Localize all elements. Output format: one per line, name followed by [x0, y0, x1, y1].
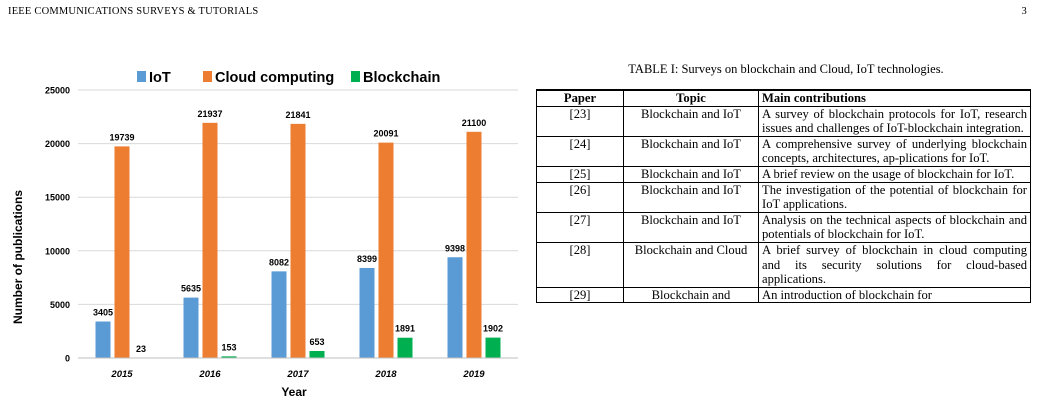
data-label: 1902 [483, 324, 503, 334]
table-row: [26] Blockchain and IoT The investigatio… [536, 181, 1031, 213]
chart-legend: IoT Cloud computing Blockchain [137, 70, 440, 86]
page-number: 3 [1021, 6, 1027, 17]
data-label: 1891 [395, 324, 415, 334]
data-label: 21841 [285, 110, 310, 120]
chart-data-labels: 3405 19739 23 5635 21937 153 8082 21841 653 8399 2… [93, 109, 503, 354]
survey-table: Paper Topic Main contributions [23] Bloc… [536, 88, 1031, 304]
cell-contribution: The investigation of the potential of bl… [758, 181, 1031, 213]
page-header: IEEE COMMUNICATIONS SURVEYS & TUTORIALS … [8, 6, 1033, 20]
bar-blockchain [221, 356, 237, 358]
cell-paper: [29] [536, 286, 624, 304]
bar-iot [271, 271, 287, 358]
cell-contribution: A brief review on the usage of blockchai… [758, 165, 1031, 183]
cell-topic: Blockchain and IoT [623, 165, 759, 183]
cell-paper: [25] [536, 165, 624, 183]
data-label: 19739 [109, 132, 134, 142]
bar-iot [183, 297, 199, 358]
bar-blockchain [309, 350, 325, 358]
header-topic: Topic [623, 88, 759, 107]
data-label: 9398 [445, 243, 465, 253]
data-label: 3405 [93, 307, 113, 317]
legend-label: Blockchain [363, 70, 440, 86]
cell-topic: Blockchain and IoT [623, 211, 759, 243]
cell-topic: Blockchain and [623, 286, 759, 304]
x-tick-label: 2017 [286, 369, 309, 380]
publications-bar-chart: IoT Cloud computing Blockchain 3405 19739 23… [11, 70, 518, 399]
bar-iot [447, 257, 463, 358]
header-paper: Paper [536, 88, 624, 107]
bar-cloud-computing [466, 131, 482, 358]
data-label: 21100 [462, 118, 487, 128]
y-tick-label: 10000 [45, 246, 70, 256]
cell-paper: [24] [536, 135, 624, 167]
cell-paper: [26] [536, 181, 624, 213]
table-row: [23] Blockchain and IoT A survey of bloc… [536, 105, 1031, 137]
legend-swatch-blockchain [351, 71, 360, 82]
table-header-row: Paper Topic Main contributions [536, 88, 1031, 107]
bar-iot [359, 267, 375, 358]
bar-blockchain [485, 337, 501, 358]
data-label: 21937 [197, 109, 222, 119]
table-row: [28] Blockchain and Cloud A brief survey… [536, 241, 1031, 288]
cell-topic: Blockchain and IoT [623, 135, 759, 167]
data-label: 23 [136, 344, 146, 354]
header-main-contributions: Main contributions [758, 88, 1031, 107]
table-caption: TABLE I: Surveys on blockchain and Cloud… [628, 62, 944, 76]
data-label: 8399 [357, 254, 377, 264]
table-row: [29] Blockchain and An introduction of b… [536, 286, 1031, 304]
x-axis-title: Year [281, 385, 307, 399]
chart-bars [95, 122, 501, 359]
cell-paper: [23] [536, 105, 624, 137]
cell-contribution: A brief survey of blockchain in cloud co… [758, 241, 1031, 288]
y-tick-label: 0 [65, 354, 70, 364]
y-tick-label: 20000 [45, 139, 70, 149]
legend-swatch-cloud-computing [203, 71, 212, 82]
x-tick-label: 2019 [462, 369, 485, 380]
cell-topic: Blockchain and IoT [623, 181, 759, 213]
y-tick-label: 25000 [45, 86, 70, 96]
bar-cloud-computing [378, 142, 394, 358]
legend-label: IoT [149, 70, 171, 86]
legend-label: Cloud computing [215, 70, 334, 86]
cell-contribution: Analysis on the technical aspects of blo… [758, 211, 1031, 243]
x-tick-label: 2015 [110, 369, 133, 380]
table-row: [24] Blockchain and IoT A comprehensive … [536, 135, 1031, 167]
bar-cloud-computing [290, 123, 306, 359]
cell-contribution: An introduction of blockchain for [758, 286, 1031, 304]
cell-topic: Blockchain and IoT [623, 105, 759, 137]
bar-cloud-computing [202, 122, 218, 358]
bar-iot [95, 321, 111, 358]
chart-axes: 0 5000 10000 15000 20000 25000 2015 2016 2017 201… [45, 86, 518, 380]
table-row: [25] Blockchain and IoT A brief review o… [536, 165, 1031, 183]
data-label: 5635 [181, 284, 201, 294]
cell-contribution: A comprehensive survey of underlying blo… [758, 135, 1031, 167]
table-row: [27] Blockchain and IoT Analysis on the … [536, 211, 1031, 243]
y-tick-label: 15000 [45, 193, 70, 203]
cell-paper: [28] [536, 241, 624, 288]
data-label: 8082 [269, 257, 289, 267]
data-label: 153 [221, 342, 236, 352]
cell-paper: [27] [536, 211, 624, 243]
y-tick-label: 5000 [50, 300, 70, 310]
cell-contribution: A survey of blockchain protocols for IoT… [758, 105, 1031, 137]
bar-cloud-computing [114, 146, 130, 358]
journal-title: IEEE COMMUNICATIONS SURVEYS & TUTORIALS [8, 6, 259, 17]
x-tick-label: 2018 [374, 369, 397, 380]
data-label: 653 [309, 337, 324, 347]
cell-topic: Blockchain and Cloud [623, 241, 759, 288]
legend-swatch-iot [137, 71, 146, 82]
bar-blockchain [397, 337, 413, 358]
x-tick-label: 2016 [198, 369, 221, 380]
y-axis-title: Number of publications [11, 190, 25, 324]
data-label: 20091 [373, 129, 398, 139]
